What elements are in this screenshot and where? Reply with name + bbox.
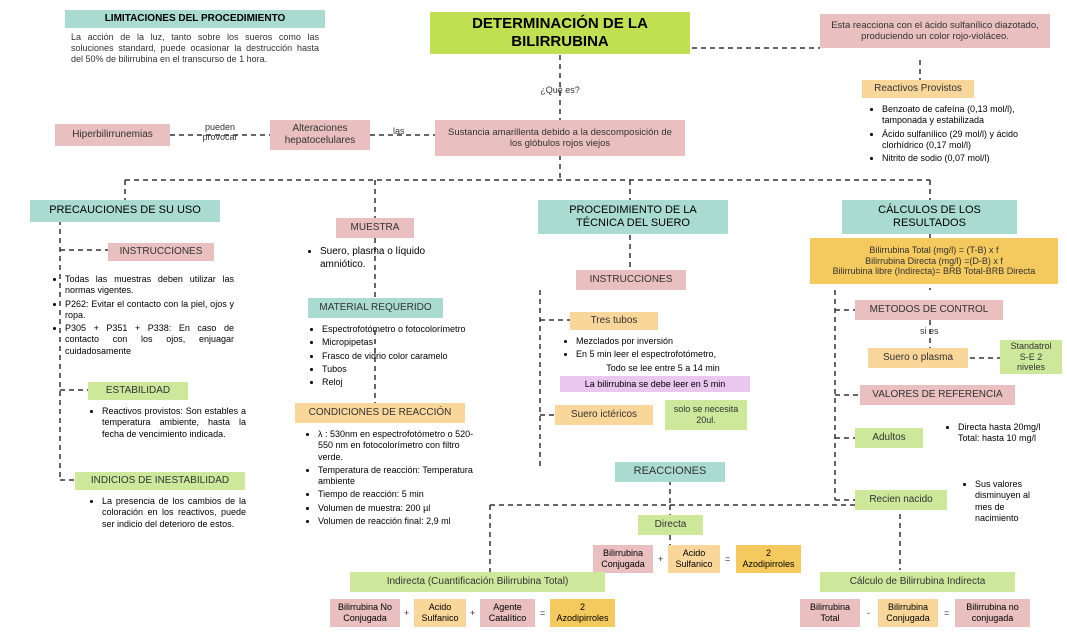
material-item: Frasco de vidrio color caramelo — [322, 351, 466, 362]
recien-list: Sus valores disminuyen al mes de nacimie… — [955, 475, 1055, 530]
cond-item: Temperatura de reacción: Temperatura amb… — [318, 465, 482, 488]
indicios-list: La presencia de los cambios de la colora… — [82, 492, 252, 536]
azodipirroles-box: 2 Azodipirroles — [736, 545, 801, 573]
precauciones-heading: PRECAUCIONES DE SU USO — [30, 200, 220, 222]
instrucciones-list: Todas las muestras deben utilizar las no… — [45, 270, 240, 363]
material-item: Micropipetas — [322, 337, 466, 348]
hiperbili-box: Hiperbilirrunemias — [55, 124, 170, 146]
material-list: Espectrofotómetro o fotocolorímetro Micr… — [302, 320, 472, 394]
acido-sulf-box: Acido Sulfanico — [668, 545, 720, 573]
suero-ictericos-box: Suero ictéricos — [555, 405, 653, 425]
instr-item: P305 + P351 + P338: En caso de contacto … — [65, 323, 234, 357]
directa-box: Directa — [638, 515, 703, 535]
instrucciones2-box: INSTRUCCIONES — [576, 270, 686, 290]
recien-box: Recien nacido — [855, 490, 947, 510]
azodipirroles-box2: 2 Azodipirroles — [550, 599, 615, 627]
estabilidad-list: Reactivos provistos: Son estables a temp… — [82, 402, 252, 446]
solo-20ul-box: solo se necesita 20ul. — [665, 400, 747, 430]
material-item: Espectrofotómetro o fotocolorímetro — [322, 324, 466, 335]
que-es-label: ¿Qué es? — [505, 85, 615, 95]
bil-noconj-box: Bilirrubina No Conjugada — [330, 599, 400, 627]
calculos-heading: CÁLCULOS DE LOS RESULTADOS — [842, 200, 1017, 234]
suero-plasma-box: Suero o plasma — [868, 348, 968, 368]
estabilidad-box: ESTABILIDAD — [88, 382, 188, 400]
limitaciones-text: La acción de la luz, tanto sobre los sue… — [65, 28, 325, 78]
tubo-item: Mezclados por inversión — [576, 336, 750, 347]
indicios-box: INDICIOS DE INESTABILIDAD — [75, 472, 245, 490]
reactivo-item: Nitrito de sodio (0,07 mol/l) — [882, 153, 1046, 164]
adultos-box: Adultos — [855, 428, 923, 448]
main-title: DETERMINACIÓN DE LA BILIRRUBINA — [430, 12, 690, 54]
standatrol-box: Standatrol S-E 2 niveles — [1000, 340, 1062, 374]
agente-box: Agente Catalítico — [480, 599, 535, 627]
alteraciones-box: Alteraciones hepatocelulares — [270, 120, 370, 150]
tubo-item: En 5 min leer el espectrofotómetro, — [576, 349, 750, 360]
cond-item: λ : 530nm en espectrofotómetro o 520-550… — [318, 429, 482, 463]
bil-conj-box2: Bilirrubina Conjugada — [878, 599, 938, 627]
reacciones-box: REACCIONES — [615, 462, 725, 482]
recien-item: Sus valores disminuyen al mes de nacimie… — [975, 479, 1049, 524]
cond-item: Tiempo de reacción: 5 min — [318, 489, 482, 500]
estab-item: Reactivos provistos: Son estables a temp… — [102, 406, 246, 440]
reactivos-provistos-box: Reactivos Provistos — [862, 80, 974, 98]
bil-noconj2-box: Bilirrubina no conjugada — [955, 599, 1030, 627]
pueden-label: pueden provocar — [190, 122, 250, 142]
material-box: MATERIAL REQUERIDO — [308, 298, 443, 318]
instr-item: P262: Evitar el contacto con la piel, oj… — [65, 299, 234, 322]
condiciones-list: λ : 530nm en espectrofotómetro o 520-550… — [298, 425, 488, 533]
bil-total-box: Bilirrubina Total — [800, 599, 860, 627]
bilirrubina-5min-box: La bilirrubina se debe leer en 5 min — [560, 376, 750, 392]
metodos-box: METODOS DE CONTROL — [855, 300, 1003, 320]
cond-item: Volumen de reacción final: 2,9 ml — [318, 516, 482, 527]
reactivos-list: Benzoato de cafeína (0,13 mol/l), tampon… — [862, 100, 1052, 170]
procedimiento-heading: PROCEDIMIENTO DE LA TÉCNICA DEL SUERO — [538, 200, 728, 234]
indirecta-heading: Indirecta (Cuantificación Bilirrubina To… — [350, 572, 605, 592]
condiciones-box: CONDICIONES DE REACCIÓN — [295, 403, 465, 423]
adultos-item: Directa hasta 20mg/l Total: hasta 10 mg/… — [958, 422, 1042, 445]
si-es-label: si es — [920, 326, 939, 336]
muestra-item: Suero, plasma o líquido amniótico. — [320, 246, 444, 271]
indicios-item: La presencia de los cambios de la colora… — [102, 496, 246, 530]
tubo-item-sub: Todo se lee entre 5 a 14 min — [562, 363, 750, 374]
formulas-box: Bilirrubina Total (mg/l) = (T-B) x f Bil… — [810, 238, 1058, 284]
las-label: las — [393, 126, 405, 136]
reactivo-item: Benzoato de cafeína (0,13 mol/l), tampon… — [882, 104, 1046, 127]
equals-2: = — [540, 608, 545, 618]
muestra-box: MUESTRA — [336, 218, 414, 238]
reactivo-item: Ácido sulfanílico (29 mol/l) y ácido clo… — [882, 129, 1046, 152]
equals-1: = — [725, 554, 730, 564]
bil-conj-box: Bilirrubina Conjugada — [593, 545, 653, 573]
instr-item: Todas las muestras deben utilizar las no… — [65, 274, 234, 297]
adultos-list: Directa hasta 20mg/l Total: hasta 10 mg/… — [938, 418, 1048, 451]
plus-2: + — [404, 608, 409, 618]
valores-box: VALORES DE REFERENCIA — [860, 385, 1015, 405]
definicion-box: Sustancia amarillenta debido a la descom… — [435, 120, 685, 156]
muestra-list: Suero, plasma o líquido amniótico. — [300, 242, 450, 277]
tubos-list: Mezclados por inversión En 5 min leer el… — [556, 332, 756, 377]
material-item: Tubos — [322, 364, 466, 375]
minus-1: - — [867, 608, 870, 618]
instrucciones-box: INSTRUCCIONES — [108, 243, 214, 261]
plus-3: + — [470, 608, 475, 618]
equals-3: = — [944, 608, 949, 618]
reacciona-box: Esta reacciona con el ácido sulfanílico … — [820, 14, 1050, 48]
plus-1: + — [658, 554, 663, 564]
limitaciones-heading: LIMITACIONES DEL PROCEDIMIENTO — [65, 10, 325, 28]
tres-tubos-box: Tres tubos — [570, 312, 658, 330]
calc-indirecta-heading: Cálculo de Bilirrubina Indirecta — [820, 572, 1015, 592]
cond-item: Volumen de muestra: 200 µl — [318, 503, 482, 514]
material-item: Reloj — [322, 377, 466, 388]
acido-sulf-box2: Acido Sulfanico — [414, 599, 466, 627]
